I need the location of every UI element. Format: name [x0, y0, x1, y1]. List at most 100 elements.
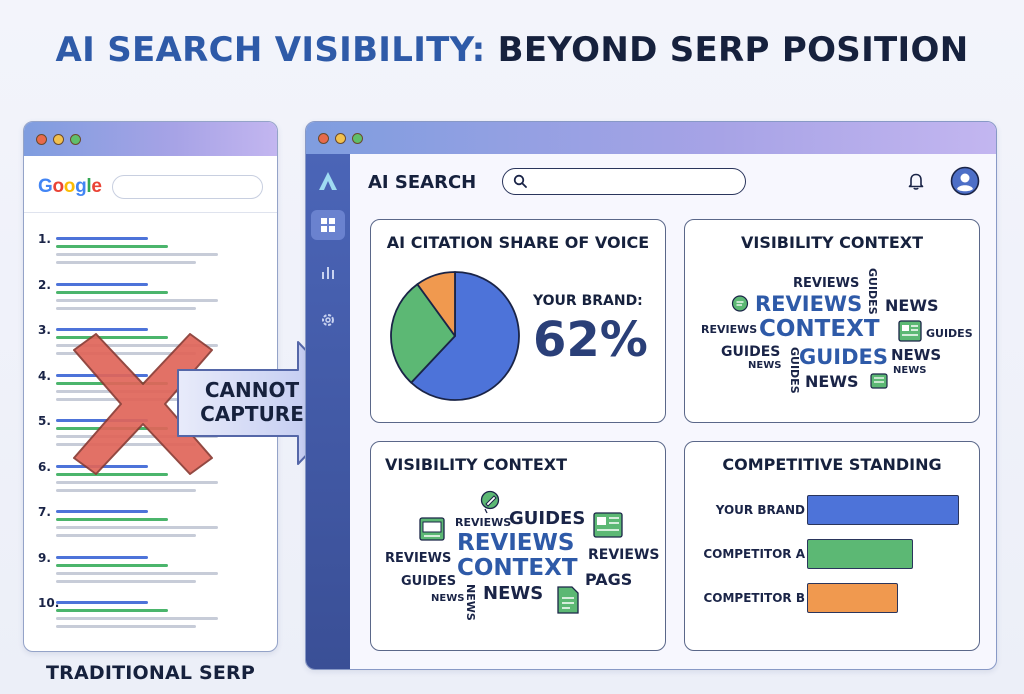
serp-result-rank: 9. — [38, 550, 51, 565]
serp-result-placeholder-line — [56, 253, 218, 256]
document-icon — [419, 517, 445, 541]
traditional-serp-caption: TRADITIONAL SERP — [45, 662, 256, 684]
word-cloud-term: REVIEWS — [755, 292, 863, 316]
logo-a-icon[interactable] — [317, 170, 339, 192]
word-cloud-term: NEWS — [805, 372, 859, 391]
your-brand-label: YOUR BRAND: — [533, 293, 643, 309]
word-cloud-term: REVIEWS — [701, 323, 758, 336]
sidebar — [306, 154, 350, 669]
serp-result-rank: 10. — [38, 596, 60, 610]
visibility-context-card-bottom: VISIBILITY CONTEXT REVIEWS GUIDES REVIEW… — [370, 441, 666, 651]
serp-result-placeholder-line — [56, 245, 168, 248]
word-cloud-term: NEWS — [748, 360, 782, 371]
citation-share-card: AI CITATION SHARE OF VOICE YOUR BRAND: 6… — [370, 219, 666, 423]
word-cloud-term: NEWS — [483, 583, 544, 604]
serp-result-placeholder-line — [56, 555, 148, 559]
share-of-voice-pie — [390, 271, 520, 401]
serp-result-placeholder-line — [56, 237, 148, 240]
serp-result-item[interactable]: 3. — [38, 321, 248, 367]
word-cloud-term: PAGS — [585, 570, 633, 589]
pie-slice — [390, 283, 456, 384]
newspaper-icon — [593, 512, 623, 538]
pie-slice — [416, 271, 456, 337]
bar-label: COMPETITOR B — [703, 591, 805, 605]
serp-result-placeholder-line — [56, 443, 196, 446]
serp-result-item[interactable]: 2. — [38, 276, 248, 322]
search-icon — [513, 174, 527, 188]
word-cloud-term: NEWS — [464, 584, 477, 621]
serp-result-placeholder-line — [56, 282, 148, 286]
visibility-context-card-top: VISIBILITY CONTEXT REVIEWS GUIDES REVIEW… — [684, 219, 980, 423]
serp-result-placeholder-line — [56, 510, 148, 513]
word-cloud-term: GUIDES — [509, 508, 586, 529]
word-cloud-term: GUIDES — [866, 268, 879, 315]
serp-result-placeholder-line — [56, 298, 218, 302]
ai-search-input[interactable] — [502, 168, 746, 195]
serp-titlebar — [24, 122, 277, 156]
pie-slice — [410, 271, 520, 401]
word-cloud-term: CONTEXT — [759, 316, 880, 342]
serp-result-rank: 2. — [38, 277, 51, 292]
competitive-standing-title: COMPETITIVE STANDING — [722, 455, 942, 474]
your-brand-share-value: 62% — [533, 312, 648, 368]
serp-result-placeholder-line — [56, 488, 196, 492]
ai-header: AI SEARCH — [368, 166, 980, 200]
bar — [807, 583, 898, 613]
serp-result-placeholder-line — [56, 290, 168, 294]
serp-result-item[interactable]: 1. — [38, 230, 248, 276]
user-avatar-icon[interactable] — [950, 166, 980, 196]
cross-out-icon — [73, 333, 213, 475]
citation-share-title: AI CITATION SHARE OF VOICE — [386, 233, 650, 252]
dashboard-icon[interactable] — [311, 210, 345, 240]
bar-chart-icon[interactable] — [318, 262, 338, 282]
newspaper-icon — [870, 373, 888, 389]
serp-result-rank: 4. — [38, 368, 51, 383]
close-window-dot[interactable] — [36, 133, 47, 145]
serp-result-placeholder-line — [56, 526, 218, 529]
visibility-context-title: VISIBILITY CONTEXT — [385, 455, 568, 474]
page-title: AI SEARCH VISIBILITY: BEYOND SERP POSITI… — [0, 30, 1024, 70]
serp-result-placeholder-line — [56, 480, 218, 484]
settings-gear-icon[interactable] — [318, 310, 338, 330]
google-search-input[interactable] — [111, 175, 263, 199]
title-part-1: AI SEARCH VISIBILITY: — [55, 30, 486, 70]
title-part-2: BEYOND SERP POSITION — [497, 30, 969, 70]
serp-result-item[interactable]: 9. — [38, 549, 248, 595]
word-cloud-term: REVIEWS — [588, 547, 660, 563]
minimize-window-dot[interactable] — [335, 132, 346, 144]
newspaper-icon — [898, 320, 922, 342]
serp-result-placeholder-line — [56, 563, 168, 567]
serp-result-placeholder-line — [56, 328, 148, 331]
word-cloud-term: GUIDES — [799, 345, 889, 369]
serp-result-placeholder-line — [56, 601, 148, 604]
serp-result-item[interactable]: 7. — [38, 503, 248, 549]
serp-result-placeholder-line — [56, 336, 168, 339]
pen-chat-icon — [480, 490, 500, 514]
minimize-window-dot[interactable] — [53, 133, 64, 145]
bell-icon[interactable] — [906, 171, 926, 191]
maximize-window-dot[interactable] — [352, 132, 363, 144]
bar-label: COMPETITOR A — [703, 547, 805, 561]
ai-search-title: AI SEARCH — [368, 172, 477, 193]
arrow-line-2: CAPTURE — [200, 402, 304, 426]
word-cloud-term: NEWS — [893, 365, 927, 376]
word-cloud-term: GUIDES — [401, 574, 457, 589]
word-cloud-term: NEWS — [431, 593, 465, 604]
serp-result-placeholder-line — [56, 609, 168, 612]
close-window-dot[interactable] — [318, 132, 329, 144]
bar-label: YOUR BRAND — [715, 503, 805, 517]
serp-result-placeholder-line — [56, 534, 196, 537]
word-cloud-term: REVIEWS — [455, 516, 512, 529]
serp-result-placeholder-line — [56, 617, 218, 620]
serp-result-placeholder-line — [56, 579, 196, 583]
serp-result-placeholder-line — [56, 344, 218, 347]
serp-result-rank: 7. — [38, 505, 51, 519]
serp-result-rank: 3. — [38, 323, 51, 337]
word-cloud-term: NEWS — [885, 296, 939, 315]
serp-result-item[interactable]: 10. — [38, 594, 248, 640]
file-document-icon — [557, 586, 579, 614]
word-cloud-term: CONTEXT — [457, 555, 578, 581]
bar — [807, 539, 913, 569]
serp-result-placeholder-line — [56, 261, 196, 264]
maximize-window-dot[interactable] — [70, 133, 81, 145]
